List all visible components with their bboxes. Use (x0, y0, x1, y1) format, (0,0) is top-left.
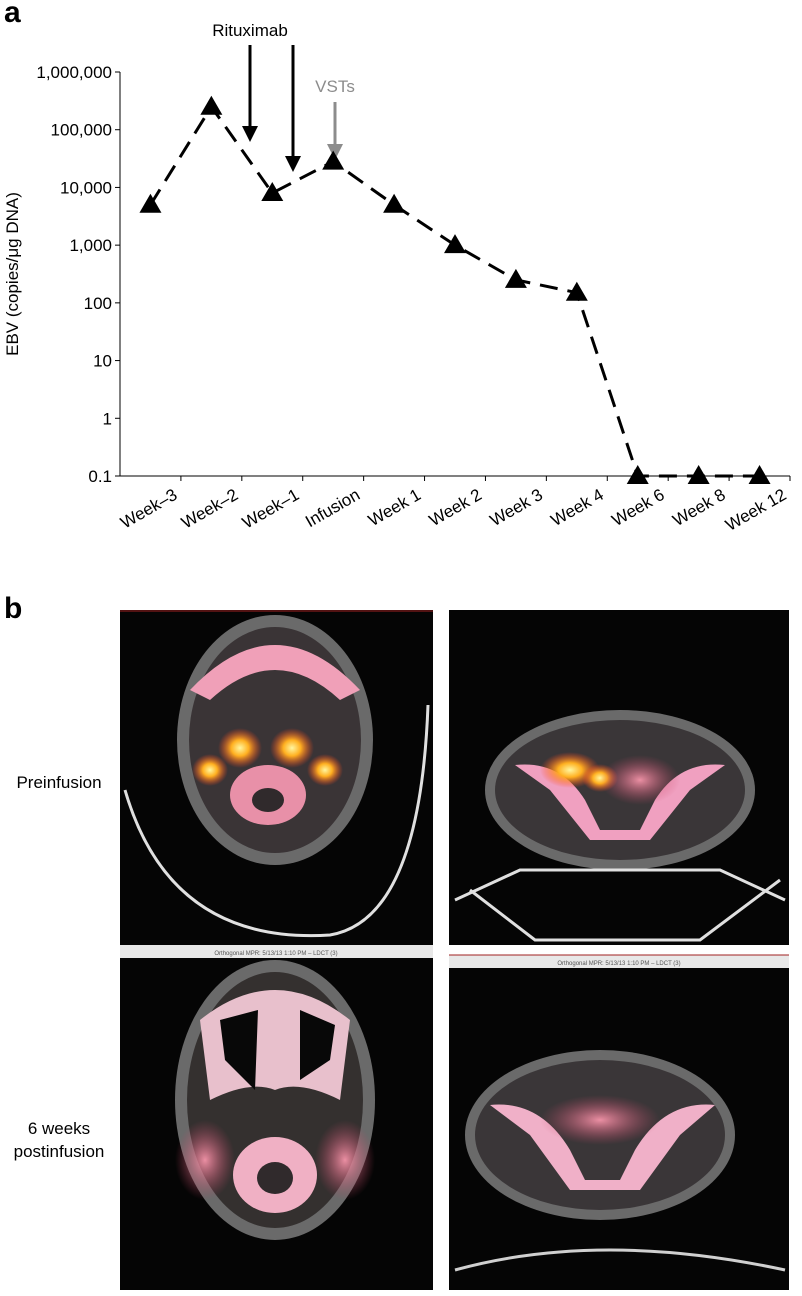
data-marker (504, 268, 527, 288)
data-marker (687, 465, 710, 484)
y-tick-label: 1,000 (69, 236, 112, 255)
x-tick-label: Week 3 (487, 485, 546, 530)
rituximab-arrows (242, 45, 301, 172)
x-tick-label: Week 4 (548, 485, 607, 530)
x-tick-label: Week 12 (722, 485, 789, 535)
data-marker (322, 150, 345, 170)
image-caption: Orthogonal MPR: 5/13/13 1:10 PM – LDCT (… (557, 961, 680, 967)
y-tick-label: 1,000,000 (36, 63, 112, 82)
data-marker (444, 234, 466, 254)
x-tick-label: Week–1 (239, 485, 302, 532)
data-marker (748, 465, 771, 484)
data-marker (200, 95, 223, 115)
panel-label: a (4, 0, 21, 29)
y-tick-label: 0.1 (88, 467, 112, 486)
x-tick-label: Infusion (302, 485, 363, 531)
y-tick-label: 1 (103, 409, 112, 428)
x-tick-label: Week 8 (669, 485, 728, 530)
x-tick-label: Week–3 (117, 485, 180, 532)
scan-images (120, 610, 789, 1290)
image-caption: Orthogonal MPR: 5/13/13 1:10 PM – LDCT (… (214, 951, 337, 957)
data-marker (383, 193, 406, 213)
y-tick-label: 10,000 (60, 178, 112, 197)
x-tick-label: Week 1 (365, 485, 424, 530)
x-tick-label: Week 6 (609, 485, 668, 530)
annotation: VSTs (315, 77, 355, 96)
x-tick-label: Week–2 (178, 485, 241, 532)
y-tick-label: 10 (93, 352, 112, 371)
panel-label: b (4, 592, 22, 625)
y-tick-label: 100 (84, 294, 112, 313)
row-label: Preinfusion (16, 773, 102, 792)
data-line (149, 104, 760, 478)
data-marker (626, 465, 649, 484)
data-marker (139, 193, 162, 213)
row-label: 6 weeks postinfusion (13, 1119, 105, 1161)
vst-arrow (327, 102, 343, 160)
y-tick-label: 100,000 (51, 121, 112, 140)
annotation: Rituximab (212, 21, 288, 40)
y-axis-label: EBV (copies/μg DNA) (3, 192, 22, 356)
data-marker (565, 281, 588, 301)
x-tick-label: Week 2 (426, 485, 485, 530)
data-marker (261, 182, 284, 202)
